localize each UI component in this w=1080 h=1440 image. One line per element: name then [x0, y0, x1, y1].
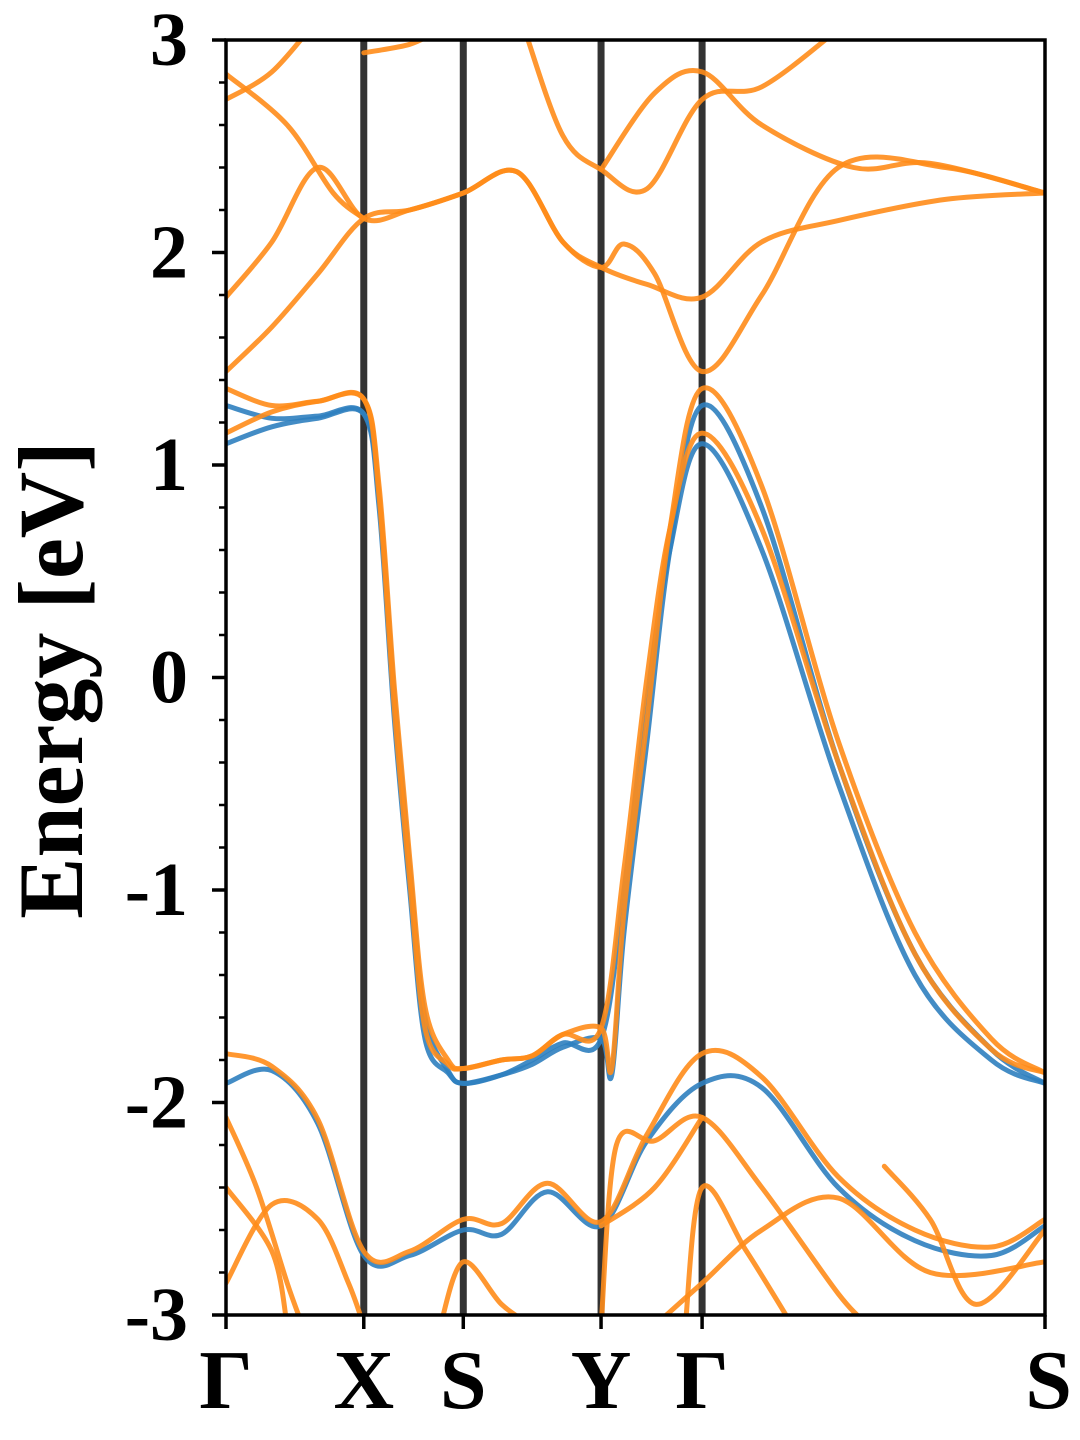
- band-lines: [226, 40, 1045, 1315]
- y-tick-label: -1: [125, 848, 188, 932]
- x-tick-label: X: [333, 1334, 394, 1427]
- y-tick-label: 2: [150, 211, 188, 295]
- band-series-orange: [683, 1183, 789, 1315]
- band-series-orange: [361, 40, 427, 56]
- band-series-orange: [226, 154, 1045, 375]
- y-tick-label: 0: [150, 636, 188, 720]
- high-symmetry-lines: [360, 40, 706, 1315]
- band-series-orange: [226, 390, 1045, 1076]
- x-tick-label: Γ: [199, 1334, 252, 1427]
- band-series-orange: [226, 71, 367, 221]
- band-series-orange: [598, 68, 1045, 196]
- band-series-orange: [525, 40, 830, 195]
- x-tick-label: S: [440, 1334, 487, 1427]
- band-series-orange: [662, 1194, 1045, 1315]
- band-series-blue: [226, 406, 1045, 1086]
- x-tick-label: Y: [571, 1334, 632, 1427]
- band-series-orange: [226, 1185, 289, 1315]
- x-tick-label: Γ: [675, 1334, 728, 1427]
- y-axis-label: Energy [eV]: [0, 441, 102, 919]
- y-tick-label: -2: [125, 1061, 188, 1145]
- band-series-blue: [226, 402, 1045, 1086]
- band-series-orange: [226, 385, 1045, 1076]
- band-series-orange: [226, 40, 304, 102]
- band-series-orange: [598, 1114, 705, 1229]
- band-series-orange: [881, 1163, 1045, 1307]
- y-tick-label: 3: [150, 0, 188, 82]
- band-series-orange: [226, 1047, 1045, 1265]
- y-axis-ticks: -3 -2 -1 0 1 2 3: [125, 0, 226, 1357]
- band-series-orange: [599, 1113, 861, 1315]
- band-series-orange: [226, 1198, 363, 1315]
- y-tick-label: 1: [150, 423, 188, 507]
- x-tick-label: S: [1025, 1334, 1072, 1427]
- band-series-orange: [226, 1114, 302, 1315]
- band-series-orange: [440, 1259, 520, 1315]
- band-series-blue: [226, 1066, 1045, 1269]
- y-tick-label: -3: [125, 1273, 188, 1357]
